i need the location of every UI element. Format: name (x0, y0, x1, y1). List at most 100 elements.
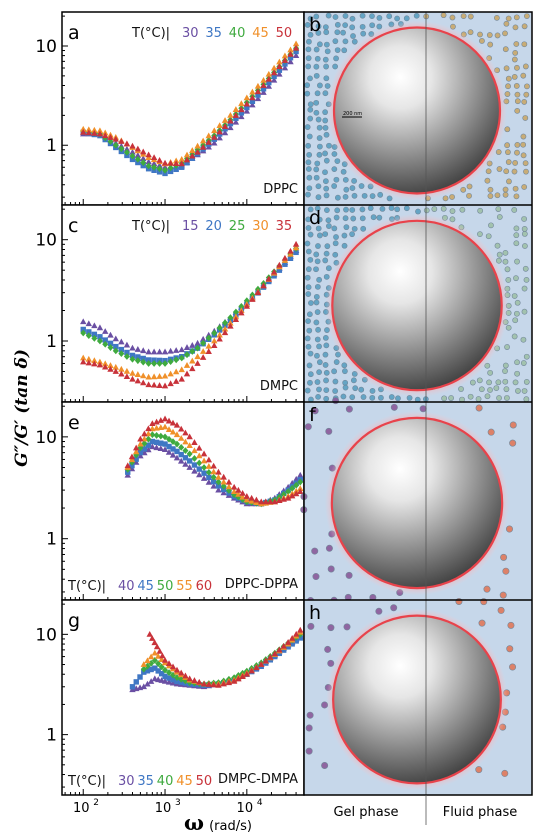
lipid-particle (316, 124, 323, 131)
lipid-particle (514, 299, 521, 306)
data-point-fill (144, 668, 151, 674)
lipid-particle (304, 274, 311, 281)
lipid-particle (505, 277, 512, 283)
lipid-particle (341, 232, 348, 239)
data-point-fill (235, 493, 242, 501)
lipid-particle (343, 224, 350, 231)
lipid-particle (322, 335, 329, 341)
data-point (161, 656, 169, 663)
legend-title: T(°C)| (67, 774, 106, 789)
data-point-fill (200, 339, 207, 347)
lipid-particle (326, 142, 332, 149)
data-point-fill (107, 344, 114, 351)
lipid-particle (324, 48, 331, 55)
data-point-fill (199, 354, 207, 360)
data-point-fill (253, 664, 260, 671)
data-point-fill (205, 463, 213, 469)
data-point-fill (153, 439, 160, 446)
lipid-particle (477, 31, 483, 38)
data-point (124, 462, 131, 469)
data-point-fill (140, 358, 147, 366)
lipid-particle (350, 215, 357, 222)
lipid-particle (494, 242, 501, 249)
data-point-fill (123, 145, 131, 152)
data-point-fill (118, 138, 125, 144)
lipid-particle (324, 645, 332, 653)
lipid-particle (500, 553, 508, 561)
lipid-particle (360, 394, 367, 400)
lipid-particle (314, 336, 321, 343)
lipid-particle (495, 379, 502, 386)
lipid-particle (317, 82, 323, 89)
lipid-particle (306, 38, 312, 45)
data-point (140, 661, 147, 667)
data-point-fill (235, 675, 242, 682)
lipid-particle (305, 191, 311, 198)
data-point-fill (150, 381, 158, 388)
data-point (200, 475, 208, 481)
data-point (129, 375, 136, 382)
lipid-particle (494, 32, 501, 39)
data-point (129, 344, 136, 351)
data-point-fill (270, 76, 278, 83)
lipid-particle (304, 240, 311, 247)
data-point-fill (189, 147, 196, 153)
data-point-fill (173, 166, 179, 173)
lipid-particle (352, 385, 359, 392)
lipid-particle (349, 231, 355, 238)
lipid-particle (513, 41, 520, 47)
lipid-particle (521, 41, 528, 48)
lipid-particle (322, 178, 329, 185)
data-point (227, 111, 234, 118)
lipid-particle (496, 166, 503, 172)
data-point-fill (91, 322, 98, 329)
data-point-fill (165, 678, 173, 685)
data-point (211, 139, 218, 146)
data-point-fill (156, 382, 163, 388)
data-point (161, 372, 169, 379)
lipid-particle (341, 242, 348, 249)
lipid-particle (304, 423, 312, 431)
data-point (211, 329, 218, 337)
data-point (129, 684, 136, 690)
data-point (215, 681, 222, 688)
lipid-particle (370, 214, 377, 221)
lipid-particle (520, 360, 527, 366)
data-point (194, 360, 201, 366)
lipid-particle (478, 386, 485, 393)
lipid-particle (326, 223, 332, 229)
lipid-particle (506, 645, 514, 653)
data-point (173, 454, 181, 461)
lipid-particle (314, 205, 321, 212)
data-point-fill (189, 342, 196, 348)
lipid-particle (316, 359, 323, 366)
lipid-particle (314, 283, 321, 290)
lipid-particle (501, 769, 509, 777)
data-point (243, 297, 250, 305)
lipid-particle (306, 133, 313, 140)
lipid-particle (307, 101, 314, 108)
data-point-fill (153, 432, 160, 439)
data-point-fill (191, 447, 198, 454)
data-point-fill (232, 106, 240, 112)
data-point (260, 282, 267, 289)
data-point (149, 431, 156, 439)
data-point-fill (238, 100, 245, 107)
data-point-fill (216, 134, 223, 141)
lipid-particle (315, 116, 322, 123)
lipid-particle (325, 12, 332, 19)
lipid-particle (359, 206, 366, 213)
lipid-particle (333, 234, 339, 240)
chart-panel-a: 1 10 a T(°C)| 30 35 40 45 50 DPPC (35, 11, 305, 206)
lipid-particle (475, 396, 482, 402)
lipid-particle (503, 168, 510, 175)
vesicle-sphere (330, 416, 504, 590)
data-point (285, 644, 291, 650)
lipid-particle (316, 41, 323, 48)
data-point-fill (156, 373, 163, 379)
data-point-fill (239, 673, 246, 680)
lipid-particle (325, 265, 332, 272)
lipid-particle (514, 310, 520, 317)
legend-e: T(°C)| 40 45 50 55 60 (67, 579, 212, 594)
sample-label-c: DMPC (260, 379, 298, 394)
